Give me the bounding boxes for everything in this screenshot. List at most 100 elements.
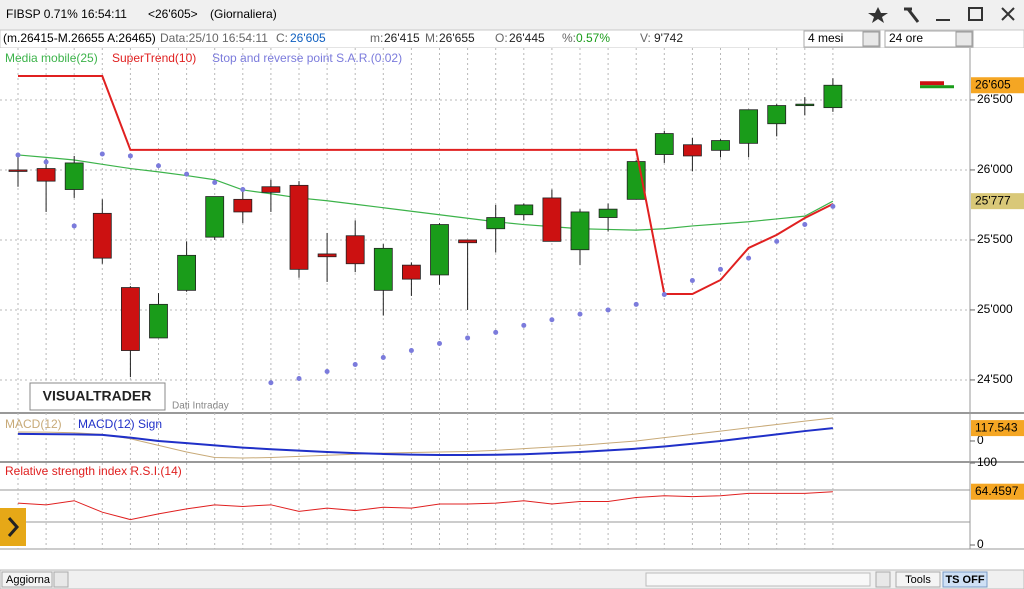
value-tag xyxy=(971,193,1024,210)
indicator-line xyxy=(17,417,833,459)
candle-body xyxy=(430,224,449,276)
candle-body xyxy=(36,168,56,182)
y-tick-label: 0 xyxy=(977,433,984,447)
sar-dot xyxy=(633,301,639,307)
sar-dot xyxy=(324,369,330,375)
candle-body xyxy=(739,109,758,144)
scroll-left[interactable] xyxy=(53,571,69,588)
value-tag-label: 26'605 xyxy=(975,77,1011,91)
side-button[interactable] xyxy=(0,508,26,546)
legend-entry: Stop and reverse point S.A.R.(0.02) xyxy=(212,51,402,65)
candle-body xyxy=(683,144,702,157)
field-label: O: xyxy=(495,31,508,45)
value-tag xyxy=(971,483,1024,500)
field-label: V: xyxy=(640,31,651,45)
sar-dot xyxy=(15,152,21,158)
candle-body xyxy=(486,217,506,230)
span: 4 mesi xyxy=(808,31,843,45)
candle-body xyxy=(121,287,140,351)
sar-dot xyxy=(268,380,274,386)
sar-dot xyxy=(718,266,723,272)
scroll-right[interactable] xyxy=(875,571,891,588)
field-label: m: xyxy=(370,31,383,45)
indicator-line xyxy=(17,491,833,521)
sar-dot xyxy=(465,335,471,341)
y-tick-label: 25'000 xyxy=(977,302,1013,316)
sar-dot xyxy=(408,348,414,354)
source: Dati Intraday xyxy=(172,401,229,412)
y-tick-label: 0 xyxy=(977,537,984,551)
candle-body xyxy=(8,169,28,172)
scroll-thumb[interactable] xyxy=(645,572,871,587)
candle-body xyxy=(767,105,787,125)
side-arrow xyxy=(7,517,20,537)
candle-body xyxy=(823,84,843,109)
candle-body xyxy=(289,184,309,270)
maximize[interactable] xyxy=(968,7,983,21)
quote: <26'605> xyxy=(148,7,198,21)
legend-entry: MACD(12) Sign xyxy=(78,417,162,431)
sar-dot xyxy=(296,376,302,382)
value-tag xyxy=(971,77,1024,94)
hours-select[interactable] xyxy=(884,30,974,48)
sar-dot xyxy=(493,329,499,335)
close[interactable] xyxy=(1001,7,1015,21)
field-value: 9'742 xyxy=(654,31,683,45)
indicator-line xyxy=(17,427,834,456)
candle-body xyxy=(598,208,618,218)
sar-dot xyxy=(99,151,105,157)
range: (m.26415-M.26655 A:26465) xyxy=(3,31,156,45)
sar-dot xyxy=(352,362,358,368)
sar-dot xyxy=(240,187,246,193)
legend-entry: SuperTrend(10) xyxy=(112,51,196,65)
hours: 24 ore xyxy=(889,31,923,45)
ts-button[interactable] xyxy=(942,571,988,588)
field-label: M: xyxy=(425,31,438,45)
chart-area xyxy=(0,48,1024,550)
candle-body xyxy=(317,253,337,258)
candle-body xyxy=(233,198,253,213)
sar-dot xyxy=(43,159,49,165)
candle-body xyxy=(458,239,478,244)
candle-body xyxy=(177,254,197,291)
field-value: 26'605 xyxy=(290,31,326,45)
field-value: 0.57% xyxy=(576,31,610,45)
legend-entry: MACD(12) xyxy=(5,417,62,431)
candle-body xyxy=(514,204,534,216)
span-select[interactable] xyxy=(803,30,881,48)
sar-dot xyxy=(802,222,808,228)
value-tag xyxy=(971,420,1024,437)
tools-icon[interactable] xyxy=(904,7,920,23)
tools-button[interactable] xyxy=(895,571,941,588)
value-tag-label: 25'777 xyxy=(975,193,1011,207)
span-arrow[interactable] xyxy=(862,31,880,47)
sar-dot xyxy=(577,311,583,317)
sar-dot xyxy=(71,223,77,229)
y-tick-label: 25'500 xyxy=(977,232,1013,246)
field-value: 26'655 xyxy=(439,31,475,45)
favorite-icon[interactable] xyxy=(868,7,888,23)
candle-body xyxy=(795,103,815,107)
candle-body xyxy=(711,140,730,151)
sar-dot xyxy=(521,322,527,328)
refresh-button[interactable] xyxy=(1,571,53,588)
legend-entry: Relative strength index R.S.I.(14) xyxy=(5,464,182,478)
candle-body xyxy=(570,211,590,251)
candle-body xyxy=(542,197,562,242)
candle-body xyxy=(401,264,421,280)
y-tick-label: 26'500 xyxy=(977,92,1013,106)
candle-body xyxy=(64,162,84,190)
ts: TS OFF xyxy=(945,574,984,586)
sar-dot xyxy=(380,355,386,361)
symbol: FIBSP 0.71% 16:54:11 xyxy=(6,7,127,21)
hours-arrow[interactable] xyxy=(955,31,973,47)
sar-dot xyxy=(156,163,161,169)
candle-body xyxy=(205,196,225,238)
candle-body xyxy=(345,235,365,265)
sar-dot xyxy=(661,292,667,298)
legend-entry: Media mobile(25) xyxy=(5,51,98,65)
sar-dot xyxy=(212,180,218,186)
sar-dot xyxy=(549,317,555,323)
logo-box xyxy=(29,382,166,411)
field-value: 26'415 xyxy=(384,31,420,45)
